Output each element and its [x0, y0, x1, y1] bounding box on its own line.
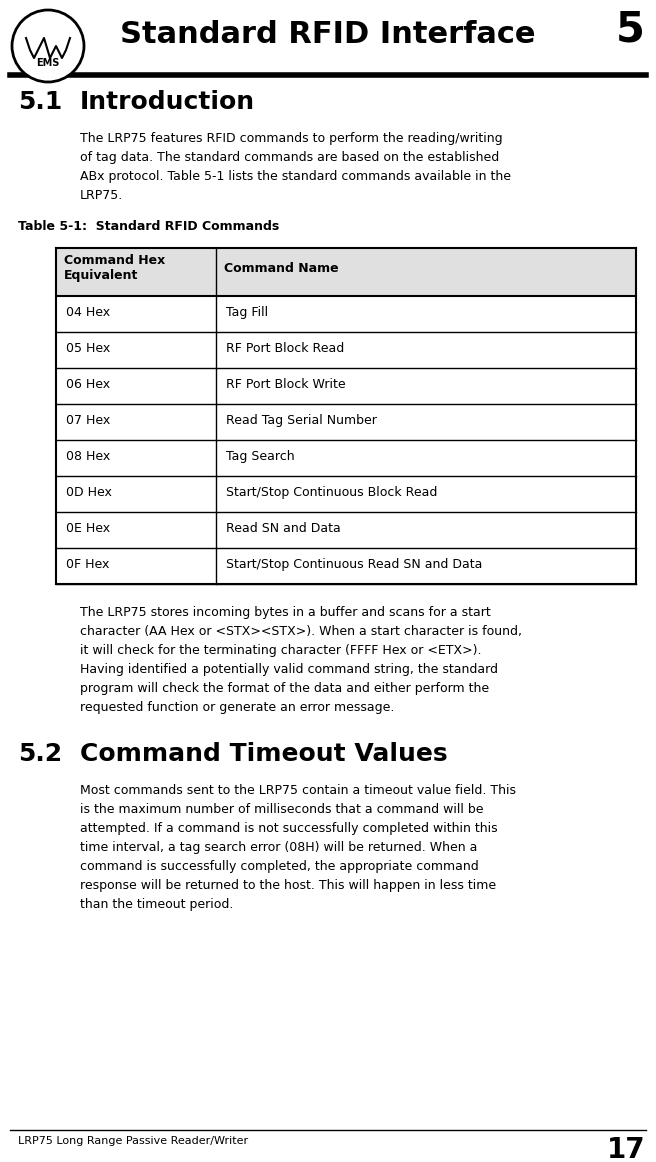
- Text: The LRP75 stores incoming bytes in a buffer and scans for a start: The LRP75 stores incoming bytes in a buf…: [80, 607, 491, 619]
- Text: Read Tag Serial Number: Read Tag Serial Number: [226, 414, 377, 426]
- Text: 5: 5: [616, 8, 645, 50]
- Text: 17: 17: [606, 1136, 645, 1162]
- Text: command is successfully completed, the appropriate command: command is successfully completed, the a…: [80, 860, 479, 873]
- Text: is the maximum number of milliseconds that a command will be: is the maximum number of milliseconds th…: [80, 803, 483, 816]
- Text: Introduction: Introduction: [80, 89, 255, 114]
- Text: Command Hex
Equivalent: Command Hex Equivalent: [64, 254, 165, 282]
- Text: 06 Hex: 06 Hex: [66, 378, 110, 390]
- Text: The LRP75 features RFID commands to perform the reading/writing: The LRP75 features RFID commands to perf…: [80, 132, 502, 145]
- Text: Standard RFID Interface: Standard RFID Interface: [120, 20, 536, 49]
- Circle shape: [12, 10, 84, 83]
- Text: Start/Stop Continuous Read SN and Data: Start/Stop Continuous Read SN and Data: [226, 558, 482, 571]
- Text: EMS: EMS: [36, 58, 60, 69]
- Text: Having identified a potentially valid command string, the standard: Having identified a potentially valid co…: [80, 664, 498, 676]
- Text: character (AA Hex or <STX><STX>). When a start character is found,: character (AA Hex or <STX><STX>). When a…: [80, 625, 522, 638]
- Text: of tag data. The standard commands are based on the established: of tag data. The standard commands are b…: [80, 151, 499, 164]
- Text: requested function or generate an error message.: requested function or generate an error …: [80, 701, 394, 713]
- Text: attempted. If a command is not successfully completed within this: attempted. If a command is not successfu…: [80, 822, 498, 835]
- Text: program will check the format of the data and either perform the: program will check the format of the dat…: [80, 682, 489, 695]
- Bar: [56, 248, 636, 296]
- Text: time interval, a tag search error (08H) will be returned. When a: time interval, a tag search error (08H) …: [80, 841, 478, 854]
- Text: Command Name: Command Name: [224, 261, 338, 275]
- Text: Tag Fill: Tag Fill: [226, 306, 268, 320]
- Text: Table 5-1:  Standard RFID Commands: Table 5-1: Standard RFID Commands: [18, 220, 279, 234]
- Text: 0D Hex: 0D Hex: [66, 486, 112, 498]
- Text: than the timeout period.: than the timeout period.: [80, 898, 234, 911]
- Text: 0F Hex: 0F Hex: [66, 558, 110, 571]
- Text: response will be returned to the host. This will happen in less time: response will be returned to the host. T…: [80, 878, 496, 892]
- Text: 08 Hex: 08 Hex: [66, 450, 110, 462]
- Text: LRP75 Long Range Passive Reader/Writer: LRP75 Long Range Passive Reader/Writer: [18, 1136, 248, 1146]
- Text: 0E Hex: 0E Hex: [66, 522, 110, 535]
- Text: Command Timeout Values: Command Timeout Values: [80, 743, 447, 766]
- Text: it will check for the terminating character (FFFF Hex or <ETX>).: it will check for the terminating charac…: [80, 644, 482, 657]
- Text: Read SN and Data: Read SN and Data: [226, 522, 340, 535]
- Text: 5.1: 5.1: [18, 89, 62, 114]
- Text: LRP75.: LRP75.: [80, 189, 123, 202]
- Text: 07 Hex: 07 Hex: [66, 414, 110, 426]
- Text: RF Port Block Read: RF Port Block Read: [226, 342, 344, 356]
- Text: Tag Search: Tag Search: [226, 450, 295, 462]
- Text: 5.2: 5.2: [18, 743, 62, 766]
- Text: RF Port Block Write: RF Port Block Write: [226, 378, 346, 390]
- Text: Start/Stop Continuous Block Read: Start/Stop Continuous Block Read: [226, 486, 438, 498]
- Text: Most commands sent to the LRP75 contain a timeout value field. This: Most commands sent to the LRP75 contain …: [80, 784, 516, 797]
- Text: 05 Hex: 05 Hex: [66, 342, 110, 356]
- Text: ABx protocol. Table 5-1 lists the standard commands available in the: ABx protocol. Table 5-1 lists the standa…: [80, 170, 511, 182]
- Text: 04 Hex: 04 Hex: [66, 306, 110, 320]
